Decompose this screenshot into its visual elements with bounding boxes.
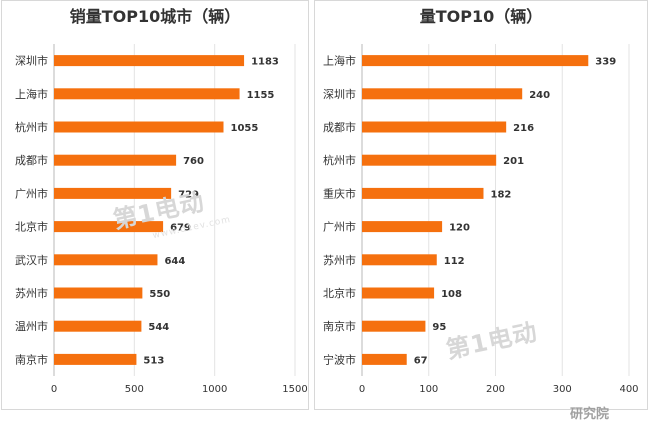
bar xyxy=(54,287,143,299)
category-label: 上海市 xyxy=(15,87,48,101)
bar xyxy=(54,55,245,67)
footer-brand: 研究院 xyxy=(570,407,610,422)
category-label: 广州市 xyxy=(323,220,356,234)
data-label: 550 xyxy=(149,289,170,300)
data-label: 112 xyxy=(444,256,465,267)
x-tick-label: 500 xyxy=(125,384,144,395)
bar xyxy=(362,353,407,365)
data-label: 201 xyxy=(503,156,524,167)
x-tick-label: 300 xyxy=(553,384,572,395)
category-label: 苏州市 xyxy=(323,253,356,267)
category-label: 上海市 xyxy=(323,54,356,68)
x-tick-label: 1500 xyxy=(282,384,307,395)
chart-panel-left: 销量TOP10城市（辆） 0 500 1000 1500 深圳市 1183 上海市 1155 杭… xyxy=(1,0,309,410)
bar xyxy=(54,187,172,199)
x-tick-label: 200 xyxy=(486,384,505,395)
chart-svg-left: 0 500 1000 1500 深圳市 1183 上海市 1155 杭州市 1055 成都市 760 广… xyxy=(15,44,308,395)
data-label: 108 xyxy=(441,289,462,300)
data-label: 67 xyxy=(414,355,428,366)
bar xyxy=(362,154,497,166)
bar xyxy=(54,254,158,266)
x-tick-label: 400 xyxy=(619,384,638,395)
data-label: 1055 xyxy=(231,123,259,134)
data-label: 182 xyxy=(490,189,511,200)
category-label: 北京市 xyxy=(15,220,48,234)
data-label: 760 xyxy=(183,156,204,167)
bar xyxy=(362,320,426,332)
data-label: 729 xyxy=(178,189,199,200)
bar xyxy=(54,221,164,233)
category-label: 深圳市 xyxy=(323,87,356,101)
x-tick-label: 0 xyxy=(51,384,57,395)
chart-title-left: 销量TOP10城市（辆） xyxy=(69,7,241,26)
category-label: 杭州市 xyxy=(323,153,356,167)
x-tick-label: 1000 xyxy=(202,384,227,395)
bar xyxy=(54,320,142,332)
bar xyxy=(362,254,437,266)
data-label: 644 xyxy=(164,256,185,267)
data-label: 216 xyxy=(513,123,534,134)
chart-panel-right: 量TOP10（辆） 0 100 200 300 400 上海市 339 深圳市 240 成都市 21… xyxy=(314,0,648,410)
data-label: 544 xyxy=(148,322,169,333)
category-label: 重庆市 xyxy=(323,186,356,200)
data-label: 339 xyxy=(595,57,616,68)
category-label: 南京市 xyxy=(15,352,48,366)
data-label: 95 xyxy=(432,322,446,333)
category-label: 广州市 xyxy=(15,186,48,200)
bar xyxy=(54,154,177,166)
bar xyxy=(54,121,224,133)
category-label: 成都市 xyxy=(323,120,356,134)
bar xyxy=(362,88,523,100)
bar xyxy=(362,221,443,233)
chart-svg-right: 0 100 200 300 400 上海市 339 深圳市 240 成都市 216 杭州市 201 重庆市… xyxy=(323,44,639,395)
x-tick-label: 100 xyxy=(419,384,438,395)
bar xyxy=(362,121,507,133)
bar xyxy=(362,55,589,67)
x-tick-label: 0 xyxy=(359,384,365,395)
category-label: 苏州市 xyxy=(15,286,48,300)
chart-title-right: 量TOP10（辆） xyxy=(419,7,543,26)
data-label: 679 xyxy=(170,223,191,234)
data-label: 1155 xyxy=(247,90,275,101)
category-label: 宁波市 xyxy=(323,352,356,366)
category-label: 温州市 xyxy=(15,319,48,333)
category-label: 深圳市 xyxy=(15,54,48,68)
bar xyxy=(362,287,435,299)
data-label: 1183 xyxy=(251,57,279,68)
category-label: 武汉市 xyxy=(15,253,48,267)
category-label: 杭州市 xyxy=(15,120,48,134)
data-label: 240 xyxy=(529,90,550,101)
category-label: 成都市 xyxy=(15,153,48,167)
data-label: 513 xyxy=(143,355,164,366)
data-label: 120 xyxy=(449,223,470,234)
category-label: 北京市 xyxy=(323,286,356,300)
bar xyxy=(362,187,484,199)
bar xyxy=(54,353,137,365)
bar xyxy=(54,88,240,100)
category-label: 南京市 xyxy=(323,319,356,333)
